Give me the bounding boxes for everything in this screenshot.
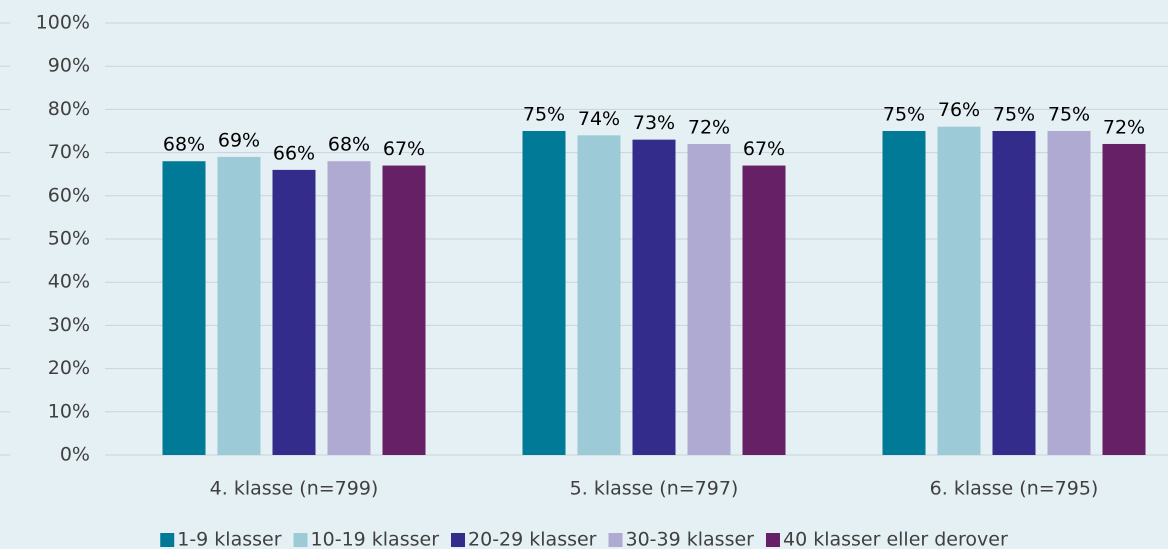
bar	[1047, 131, 1091, 455]
legend-label: 10-19 klasser	[311, 529, 440, 549]
x-tick-label: 4. klasse (n=799)	[210, 478, 379, 500]
data-label: 75%	[883, 104, 925, 126]
data-label: 73%	[633, 112, 675, 134]
bar	[522, 131, 566, 455]
legend-label: 20-29 klasser	[468, 529, 597, 549]
bar	[327, 161, 371, 456]
x-tick-label: 5. klasse (n=797)	[570, 478, 739, 500]
data-label: 66%	[273, 142, 315, 164]
y-tick-label: 0%	[60, 444, 90, 466]
bar	[577, 135, 621, 455]
legend-swatch	[451, 533, 466, 547]
data-label: 72%	[688, 116, 730, 138]
legend-swatch	[160, 533, 175, 547]
bar	[382, 165, 426, 455]
bar	[1102, 143, 1146, 455]
data-label: 68%	[328, 134, 370, 156]
y-tick-label: 90%	[48, 55, 90, 77]
data-label: 67%	[383, 138, 425, 160]
y-tick-label: 40%	[48, 271, 90, 293]
y-tick-label: 50%	[48, 228, 90, 250]
bar	[992, 131, 1036, 455]
y-tick-label: 30%	[48, 314, 90, 336]
data-label: 69%	[218, 129, 260, 151]
bar	[217, 156, 261, 456]
legend-label: 40 klasser eller derover	[783, 529, 1008, 549]
data-label: 68%	[163, 134, 205, 156]
bar	[272, 169, 316, 455]
legend-swatch	[293, 533, 308, 547]
bar	[687, 143, 731, 455]
y-tick-label: 100%	[36, 12, 90, 34]
y-tick-label: 80%	[48, 98, 90, 120]
data-label: 75%	[1048, 104, 1090, 126]
legend-label: 1-9 klasser	[177, 529, 281, 549]
legend-label: 30-39 klasser	[626, 529, 755, 549]
data-label: 76%	[938, 99, 980, 121]
data-label: 67%	[743, 138, 785, 160]
y-tick-label: 10%	[48, 400, 90, 422]
data-label: 72%	[1103, 116, 1145, 138]
y-tick-label: 60%	[48, 184, 90, 206]
data-label: 75%	[993, 104, 1035, 126]
bar	[162, 161, 206, 456]
bar	[742, 165, 786, 455]
x-tick-label: 6. klasse (n=795)	[930, 478, 1099, 500]
bar	[937, 126, 981, 456]
y-tick-label: 20%	[48, 357, 90, 379]
y-tick-label: 70%	[48, 141, 90, 163]
bar	[882, 131, 926, 455]
bar	[632, 139, 676, 455]
data-label: 75%	[523, 104, 565, 126]
data-label: 74%	[578, 108, 620, 130]
legend-swatch	[765, 533, 780, 547]
legend-swatch	[608, 533, 623, 547]
